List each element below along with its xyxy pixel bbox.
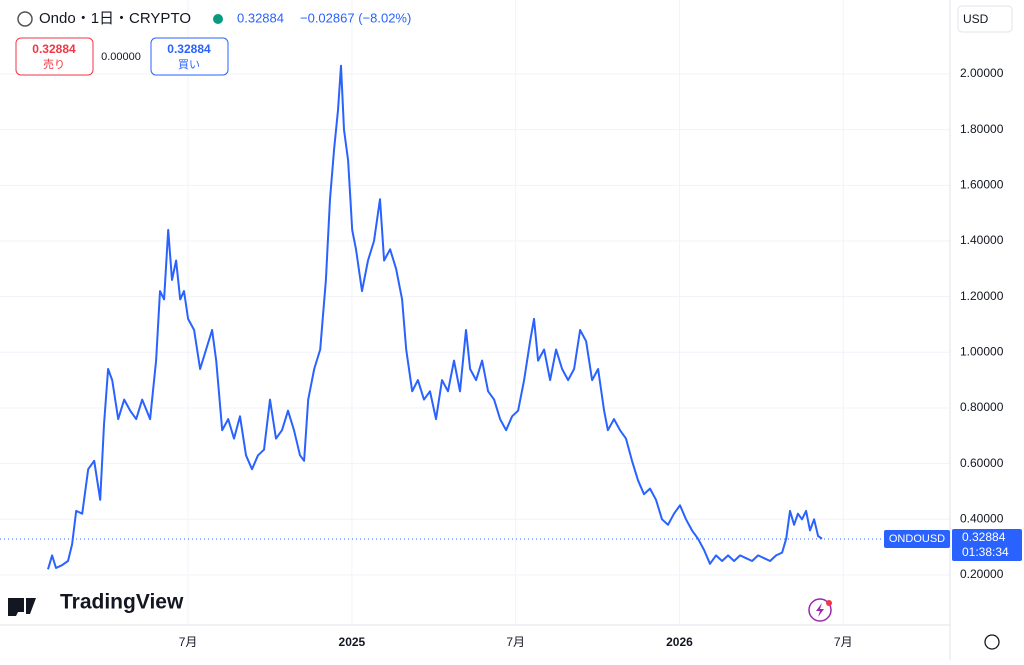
x-tick-label: 2025: [339, 635, 366, 649]
sell-button[interactable]: [15, 37, 94, 76]
x-tick-label: 7月: [506, 635, 525, 649]
axes: 0.20000 0.40000 0.60000 0.80000 1.00000 1.200…: [179, 66, 1022, 649]
symbol-icon: [17, 11, 33, 27]
y-tick-label: 0.40000: [960, 511, 1004, 525]
spread: 0.00000: [101, 51, 141, 63]
logo-icon: [8, 598, 24, 616]
y-tick-label: 1.20000: [960, 289, 1004, 303]
price-tag: [952, 529, 1022, 562]
y-tick-label: 1.00000: [960, 344, 1004, 358]
y-tick-label: 2.00000: [960, 66, 1004, 80]
x-tick-label: 7月: [179, 635, 198, 649]
price-line: [47, 64, 823, 570]
x-tick-label: 2026: [666, 635, 693, 649]
price-tag-value: 0.32884: [962, 530, 1006, 544]
buy-label[interactable]: 買い: [178, 58, 200, 71]
buy-button[interactable]: [150, 37, 229, 76]
settings-icon[interactable]: [984, 634, 1000, 650]
sell-price[interactable]: 0.32884: [32, 42, 76, 56]
market-status: [213, 14, 223, 24]
sell-label[interactable]: 売り: [43, 58, 65, 71]
last-price: 0.32884: [237, 10, 284, 25]
plot: [0, 64, 950, 570]
series-name: ONDOUSD: [889, 533, 945, 545]
y-tick-label: 0.60000: [960, 456, 1004, 470]
y-tick-label: 1.80000: [960, 122, 1004, 136]
currency-button[interactable]: [957, 5, 1013, 33]
symbol-title[interactable]: Ondo・1日・CRYPTO: [39, 10, 191, 27]
y-tick-label: 1.40000: [960, 233, 1004, 247]
alert-dot: [826, 600, 832, 606]
logo-text: TradingView: [60, 591, 184, 614]
grid: [0, 0, 950, 625]
series-name-tag: [884, 530, 950, 549]
y-tick-label: 0.80000: [960, 400, 1004, 414]
y-tick-label: 1.60000: [960, 178, 1004, 192]
y-tick-label: 0.20000: [960, 567, 1004, 581]
alert-bolt: [816, 603, 824, 617]
logo-icon: [26, 598, 36, 614]
price-change: −0.02867 (−8.02%): [300, 10, 411, 25]
currency[interactable]: USD: [963, 12, 989, 26]
x-tick-label: 7月: [834, 635, 853, 649]
price-tag-time: 01:38:34: [962, 545, 1009, 559]
buy-price[interactable]: 0.32884: [167, 42, 211, 56]
